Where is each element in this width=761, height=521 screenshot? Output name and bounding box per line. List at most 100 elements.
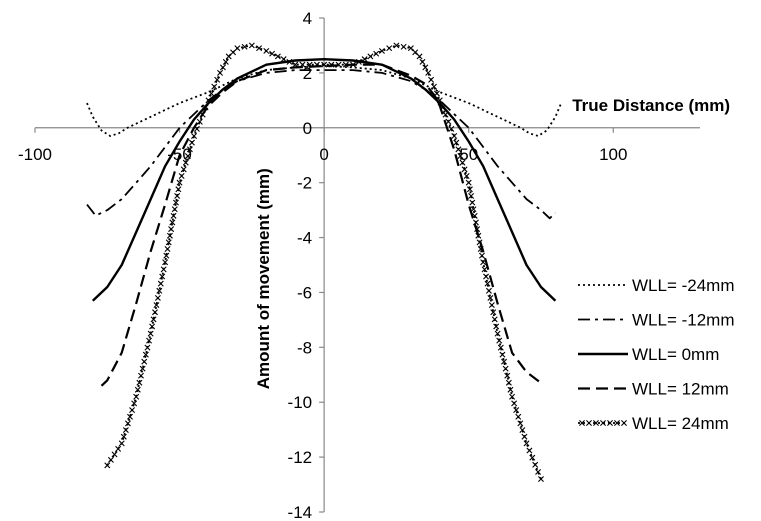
y-tick-label: -4	[297, 229, 312, 248]
x-marker	[122, 427, 129, 434]
x-marker	[241, 43, 248, 50]
x-marker	[175, 186, 182, 193]
x-marker	[193, 125, 200, 132]
x-marker	[425, 69, 432, 76]
x-marker	[205, 97, 212, 104]
x-marker	[115, 445, 122, 452]
legend-label: WLL= 12mm	[632, 380, 729, 399]
legend-entry: WLL= -12mm	[578, 311, 735, 330]
x-marker	[256, 45, 263, 52]
x-marker	[515, 413, 522, 420]
x-marker	[159, 273, 166, 280]
x-marker	[171, 206, 178, 213]
series-line	[86, 69, 557, 220]
x-marker	[471, 212, 478, 219]
y-tick-label: -2	[297, 174, 312, 193]
legend-entry: WLL= 12mm	[578, 380, 729, 399]
x-marker	[127, 413, 133, 420]
legend-label: WLL= -24mm	[632, 276, 735, 295]
legend-x-marker	[621, 420, 627, 426]
x-marker	[367, 53, 374, 60]
x-marker	[428, 76, 435, 83]
x-marker	[501, 358, 508, 365]
legend-x-marker	[607, 420, 613, 426]
x-marker	[214, 76, 221, 83]
legend-label: WLL= 0mm	[632, 345, 719, 364]
x-marker	[107, 456, 114, 463]
x-marker	[472, 219, 479, 226]
x-marker	[502, 365, 509, 372]
legend-entry: WLL= -24mm	[578, 276, 735, 295]
x-marker	[170, 212, 177, 219]
x-marker	[477, 246, 484, 252]
legend-x-marker	[614, 420, 620, 426]
x-marker	[142, 351, 149, 358]
x-marker	[274, 53, 281, 60]
x-marker	[184, 153, 191, 159]
legend-label: WLL= -12mm	[632, 311, 735, 330]
x-marker	[526, 447, 533, 454]
series-3	[91, 58, 557, 302]
x-marker	[139, 365, 146, 372]
x-marker	[104, 462, 111, 469]
x-marker	[280, 56, 287, 63]
y-tick-label: -10	[288, 393, 313, 412]
x-marker	[513, 407, 520, 414]
x-marker	[487, 294, 494, 301]
x-marker	[519, 427, 526, 434]
x-marker	[507, 386, 514, 393]
x-marker	[153, 302, 160, 309]
y-tick-label: 4	[303, 9, 312, 28]
x-marker	[480, 259, 487, 266]
series-layer	[86, 42, 563, 483]
x-marker	[342, 61, 349, 68]
x-marker	[386, 45, 393, 52]
x-marker	[476, 239, 483, 246]
x-marker	[451, 133, 458, 139]
x-marker	[136, 379, 143, 386]
x-marker	[465, 179, 472, 186]
x-marker	[469, 199, 476, 206]
x-marker	[475, 232, 482, 239]
x-marker	[176, 179, 183, 186]
y-tick-label: 2	[303, 64, 312, 83]
x-marker	[511, 400, 518, 407]
x-marker	[499, 351, 506, 358]
x-marker	[196, 118, 203, 125]
x-marker	[470, 206, 477, 213]
x-marker	[147, 330, 154, 337]
x-marker	[191, 133, 198, 139]
x-marker	[165, 239, 172, 246]
x-marker	[463, 173, 470, 179]
x-marker	[234, 45, 241, 52]
x-marker	[156, 287, 163, 294]
x-marker	[248, 42, 255, 49]
y-tick-label: -14	[288, 503, 313, 521]
x-marker	[129, 407, 136, 414]
x-marker	[466, 186, 473, 193]
y-tick-label: -6	[297, 283, 312, 302]
x-marker	[144, 344, 151, 351]
x-marker	[523, 440, 530, 447]
x-marker	[509, 393, 516, 400]
x-marker	[124, 420, 131, 427]
legend-entry: WLL= 0mm	[578, 345, 719, 364]
x-marker	[149, 323, 156, 330]
y-tick-label: 0	[303, 119, 312, 138]
x-marker	[445, 118, 452, 125]
x-tick-label: -50	[167, 145, 192, 164]
labels: -100 -50 0 50 100 4 2 0 -2 -4 -6 -8 -10 -12 -14 True Di…	[18, 9, 730, 521]
x-marker	[188, 139, 195, 146]
x-tick-label: 0	[319, 145, 328, 164]
x-marker	[157, 280, 164, 287]
x-marker	[491, 316, 498, 323]
x-marker	[484, 280, 491, 287]
x-marker	[448, 125, 455, 132]
legend-x-marker	[586, 420, 592, 426]
x-marker	[162, 259, 169, 266]
x-marker	[292, 61, 299, 68]
series-line	[91, 58, 557, 302]
y-tick-label: -12	[288, 448, 313, 467]
x-marker	[199, 111, 206, 118]
x-marker	[120, 433, 127, 440]
